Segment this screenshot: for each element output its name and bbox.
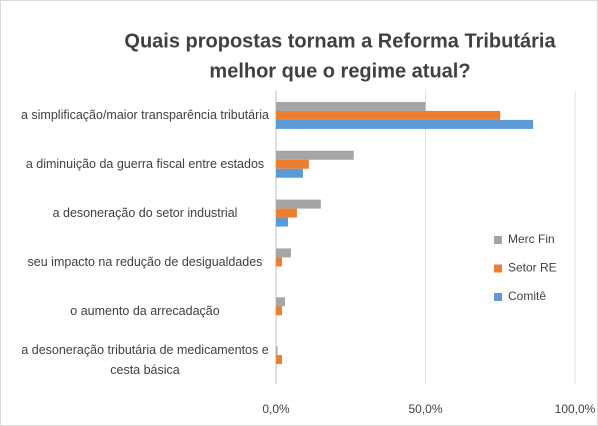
chart-title: Quais propostas tornam a Reforma Tributá… <box>124 30 556 52</box>
x-tick-label: 100,0% <box>555 402 596 416</box>
bar <box>276 199 321 209</box>
y-tick-label: o aumento da arrecadação <box>70 303 220 318</box>
bar <box>276 150 354 160</box>
bar <box>276 101 426 111</box>
legend-swatch <box>494 236 502 244</box>
legend-label: Setor RE <box>508 261 557 275</box>
legend-label: Comitê <box>508 289 546 303</box>
bar <box>276 355 282 365</box>
x-tick-label: 50,0% <box>408 402 442 416</box>
bar <box>276 110 501 120</box>
bar <box>276 168 303 178</box>
x-tick-label: 0,0% <box>262 402 290 416</box>
bar <box>276 306 282 316</box>
legend-label: Merc Fin <box>508 232 555 246</box>
bar <box>276 119 534 129</box>
y-tick-label: a simplificação/maior transparência trib… <box>20 108 270 123</box>
bar <box>276 159 309 169</box>
y-tick-label: a desoneração tributária de medicamentos… <box>21 342 269 377</box>
legend-swatch <box>494 293 502 301</box>
bar <box>276 217 288 227</box>
bar <box>276 346 278 356</box>
bar <box>276 208 297 218</box>
legend-swatch <box>494 264 502 273</box>
bar <box>276 248 291 258</box>
y-tick-label: a desoneração do setor industrial <box>52 206 238 221</box>
y-tick-label: a diminuição da guerra fiscal entre esta… <box>25 157 265 172</box>
bar <box>276 257 282 267</box>
bar <box>276 297 285 307</box>
chart-title: melhor que o regime atual? <box>209 60 470 82</box>
y-tick-label: seu impacto na redução de desigualdades <box>27 254 263 269</box>
